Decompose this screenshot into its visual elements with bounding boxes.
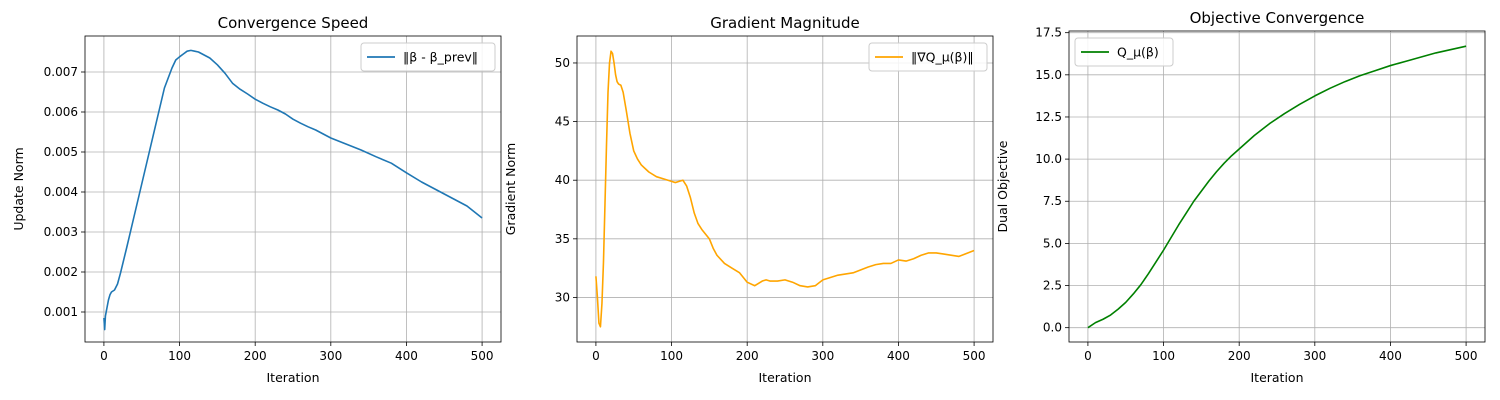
x-axis-label: Iteration	[758, 370, 811, 385]
series-line	[1087, 45, 1467, 329]
legend: Q_μ(β)	[1074, 37, 1174, 67]
x-tick-label: 500	[471, 349, 494, 363]
legend-box	[1074, 37, 1174, 67]
series-line	[103, 49, 483, 331]
x-tick-label: 400	[1379, 349, 1402, 363]
legend-box	[360, 42, 496, 72]
x-tick-label: 300	[1303, 349, 1326, 363]
panel-gradient-magnitude: 0 100 200 300 400 500 30 35 40 45 50 Gradient Magni…	[503, 14, 994, 385]
y-tick-label: 7.5	[1043, 194, 1062, 208]
x-axis-label: Iteration	[266, 370, 319, 385]
x-tick-label: 300	[319, 349, 342, 363]
y-tick-label: 15.0	[1035, 68, 1062, 82]
chart-title: Gradient Magnitude	[710, 14, 860, 32]
axes-frame	[576, 35, 994, 343]
x-tick-label: 300	[811, 349, 834, 363]
y-tick-label: 0.0	[1043, 321, 1062, 335]
legend-box	[868, 42, 988, 72]
y-tick-label: 50	[555, 56, 570, 70]
y-tick-label: 5.0	[1043, 236, 1062, 250]
x-tick-label: 0	[100, 349, 108, 363]
y-tick-label: 17.5	[1035, 26, 1062, 40]
y-tick-label: 30	[555, 290, 570, 304]
x-tick-label: 100	[1152, 349, 1175, 363]
y-tick-label: 0.001	[44, 305, 78, 319]
panel-objective-convergence: 0 100 200 300 400 500 0.0 2.5 5.0 7.5 10.0 12.5 15.0…	[995, 9, 1486, 385]
x-tick-label: 200	[244, 349, 267, 363]
x-tick-label: 200	[1228, 349, 1251, 363]
y-tick-label: 0.006	[44, 105, 78, 119]
x-tick-label: 500	[963, 349, 986, 363]
x-tick-label: 100	[660, 349, 683, 363]
y-tick-label: 2.5	[1043, 279, 1062, 293]
series-line	[595, 50, 975, 328]
axes-frame	[1068, 30, 1486, 343]
panel-convergence-speed: 0 100 200 300 400 500 0.001 0.002 0.003 0.004 0.00…	[11, 14, 502, 385]
y-tick-label: 0.004	[44, 185, 78, 199]
y-tick-label: 0.007	[44, 65, 78, 79]
y-axis-label: Update Norm	[11, 147, 26, 230]
y-tick-label: 12.5	[1035, 110, 1062, 124]
y-axis-label: Dual Objective	[995, 140, 1010, 232]
chart-title: Objective Convergence	[1190, 9, 1365, 27]
legend: ‖β - β_prev‖	[360, 42, 496, 72]
x-tick-label: 500	[1455, 349, 1478, 363]
x-tick-label: 0	[592, 349, 600, 363]
legend-label: ‖β - β_prev‖	[403, 50, 478, 65]
y-tick-label: 0.002	[44, 265, 78, 279]
axes-frame	[84, 35, 502, 343]
x-tick-label: 200	[736, 349, 759, 363]
chart-title: Convergence Speed	[218, 14, 369, 32]
x-tick-label: 400	[887, 349, 910, 363]
y-tick-label: 0.005	[44, 145, 78, 159]
y-tick-label: 35	[555, 232, 570, 246]
y-axis-label: Gradient Norm	[503, 143, 518, 235]
x-tick-label: 100	[168, 349, 191, 363]
y-tick-label: 45	[555, 115, 570, 129]
y-tick-label: 0.003	[44, 225, 78, 239]
x-tick-label: 0	[1084, 349, 1092, 363]
y-tick-label: 10.0	[1035, 152, 1062, 166]
legend-label: ‖∇Q_μ(β)‖	[911, 50, 974, 65]
y-tick-label: 40	[555, 173, 570, 187]
x-axis-label: Iteration	[1250, 370, 1303, 385]
legend-label: Q_μ(β)	[1117, 45, 1159, 60]
legend: ‖∇Q_μ(β)‖	[868, 42, 988, 72]
x-tick-label: 400	[395, 349, 418, 363]
